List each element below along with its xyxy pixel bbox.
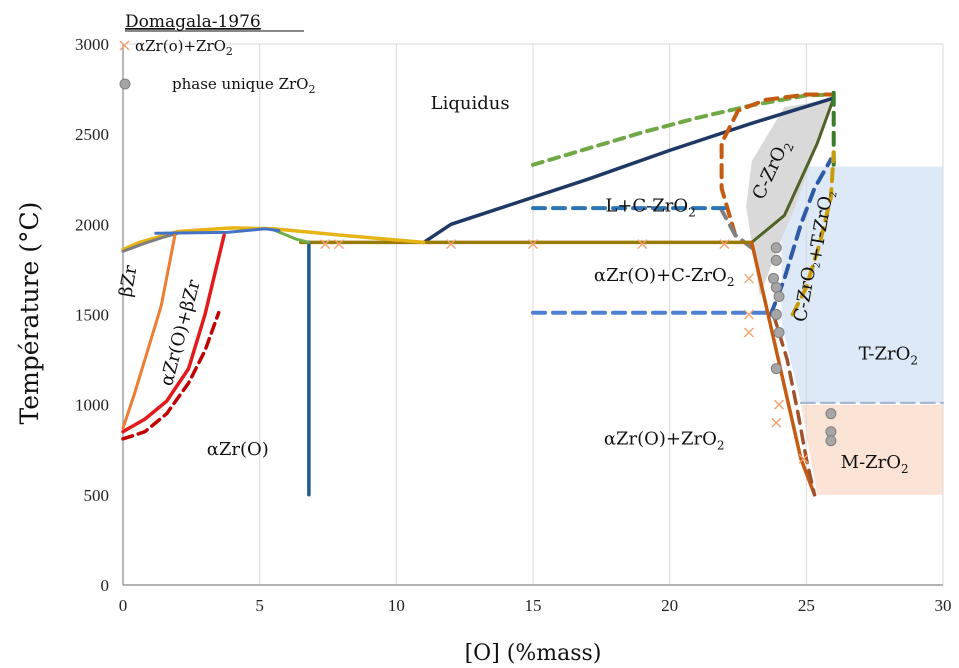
x-tick-label-15: 15 bbox=[525, 596, 542, 615]
circle-marker-3 bbox=[770, 281, 782, 293]
region-label-0: Liquidus bbox=[431, 93, 510, 114]
legend: αZr(o)+ZrO2 phase unique ZrO2 bbox=[119, 37, 315, 96]
circle-marker-10 bbox=[825, 435, 837, 447]
y-tick-label-1000: 1000 bbox=[75, 396, 109, 415]
cross-marker-3 bbox=[528, 239, 538, 250]
circle-marker-8 bbox=[825, 408, 837, 420]
cross-marker-10 bbox=[771, 417, 782, 428]
legend-label-circle: phase unique ZrO2 bbox=[172, 75, 315, 96]
cross-marker-5 bbox=[719, 239, 730, 250]
grid bbox=[123, 43, 944, 585]
axes bbox=[122, 44, 943, 586]
data-markers bbox=[320, 239, 837, 464]
circle-marker-2 bbox=[768, 272, 780, 284]
region-label-5: βZr bbox=[115, 263, 141, 298]
x-tick-label-20: 20 bbox=[661, 596, 678, 615]
series-lines bbox=[121, 90, 944, 497]
series-line-16 bbox=[121, 226, 426, 252]
legend-circle-icon bbox=[119, 78, 131, 90]
legend-label-cross: αZr(o)+ZrO2 bbox=[135, 37, 233, 58]
cross-marker-6 bbox=[743, 273, 754, 284]
x-tick-label-10: 10 bbox=[388, 596, 405, 615]
shaded-region-1 bbox=[800, 404, 943, 495]
y-tick-label-0: 0 bbox=[101, 576, 110, 595]
y-tick-label-500: 500 bbox=[84, 486, 110, 505]
x-tick-label-0: 0 bbox=[119, 596, 128, 615]
region-label-10: M-ZrO2 bbox=[841, 452, 909, 476]
region-label-9: αZr(O) bbox=[207, 439, 269, 460]
cross-marker-4 bbox=[637, 239, 648, 250]
series-line-13 bbox=[749, 240, 817, 497]
circle-marker-5 bbox=[770, 309, 782, 320]
cross-marker-1 bbox=[333, 239, 344, 250]
circle-marker-4 bbox=[773, 290, 785, 302]
cross-marker-9 bbox=[774, 399, 784, 410]
series-line-20 bbox=[121, 233, 226, 434]
series-line-15 bbox=[271, 228, 311, 244]
series-line-18 bbox=[154, 227, 281, 235]
y-tick-label-2500: 2500 bbox=[75, 125, 109, 144]
cross-marker-2 bbox=[446, 239, 456, 250]
circle-marker-0 bbox=[770, 242, 782, 254]
series-line-2 bbox=[719, 92, 833, 238]
region-label-4: αZr(O)+C-ZrO2 bbox=[594, 265, 735, 289]
series-line-19 bbox=[121, 233, 177, 430]
series-line-4 bbox=[750, 96, 836, 244]
circle-marker-7 bbox=[770, 363, 782, 375]
circle-marker-6 bbox=[773, 327, 785, 339]
region-label-1: L+C-ZrO2 bbox=[605, 196, 695, 220]
y-tick-label-2000: 2000 bbox=[75, 215, 109, 234]
series-line-0 bbox=[421, 96, 836, 245]
shaded-region-2 bbox=[746, 98, 834, 297]
x-axis-title: [O] (%mass) bbox=[465, 641, 602, 666]
y-tick-labels: 0 500 1000 1500 2000 2500 3000 bbox=[75, 35, 109, 595]
y-tick-label-3000: 3000 bbox=[75, 35, 109, 54]
x-tick-labels: 0 5 10 15 20 25 30 bbox=[119, 596, 952, 615]
series-line-21 bbox=[121, 310, 221, 441]
circle-marker-9 bbox=[825, 426, 837, 438]
source-title: Domagala-1976 bbox=[125, 12, 261, 32]
x-tick-label-30: 30 bbox=[935, 596, 952, 615]
cross-marker-11 bbox=[798, 453, 809, 464]
y-axis-title: Température (°C) bbox=[15, 202, 44, 425]
region-label-8: αZr(O)+ZrO2 bbox=[604, 428, 725, 452]
series-line-17 bbox=[121, 231, 180, 253]
cross-marker-7 bbox=[743, 309, 754, 320]
series-line-7 bbox=[790, 150, 836, 317]
x-tick-label-5: 5 bbox=[255, 596, 264, 615]
shaded-regions bbox=[746, 98, 943, 495]
circle-marker-1 bbox=[770, 254, 782, 266]
shaded-region-0 bbox=[781, 166, 943, 403]
legend-cross-icon bbox=[119, 40, 130, 51]
cross-marker-8 bbox=[743, 327, 754, 338]
region-label-7: T-ZrO2 bbox=[859, 344, 918, 368]
series-line-14 bbox=[771, 312, 817, 497]
y-tick-label-1500: 1500 bbox=[75, 306, 109, 325]
x-tick-label-25: 25 bbox=[798, 596, 815, 615]
cross-marker-0 bbox=[320, 239, 331, 250]
